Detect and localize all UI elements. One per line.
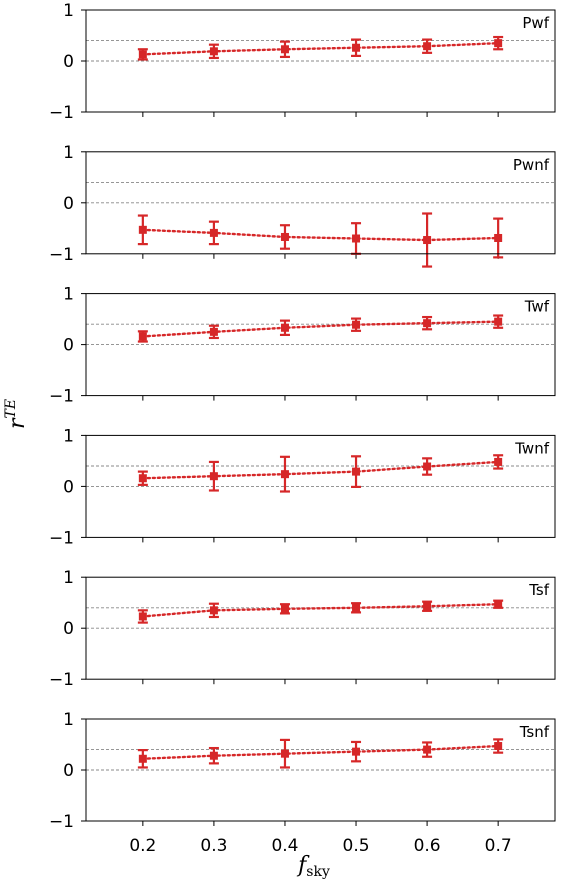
y-tick-label: 0 xyxy=(63,336,74,356)
panel-frame xyxy=(85,576,556,680)
data-point xyxy=(352,43,361,52)
data-point xyxy=(352,320,361,329)
data-point xyxy=(209,228,218,237)
data-point xyxy=(209,751,218,760)
y-tick-label: 0 xyxy=(63,52,74,72)
data-point xyxy=(423,319,432,328)
data-point xyxy=(209,327,218,336)
panel-label: Pwf xyxy=(522,14,549,32)
data-point xyxy=(352,467,361,476)
data-point xyxy=(423,462,432,471)
y-tick-label: −1 xyxy=(49,387,74,407)
y-tick-label: −1 xyxy=(49,812,74,832)
y-tick-label: −1 xyxy=(49,528,74,548)
data-point xyxy=(423,42,432,51)
y-tick-label: 1 xyxy=(63,285,74,305)
data-point xyxy=(138,332,147,341)
x-tick-label: 0.5 xyxy=(343,836,370,856)
data-point xyxy=(138,474,147,483)
panel-tsnf: 1 0 −1 Tsnf xyxy=(49,710,556,832)
panels-group: 1 0 −1 Pwf 1 0 −1 Pwnf 1 0 −1 Twf 1 0 −1 Twnf 1 0 −1 Tsf 1 0 −… xyxy=(49,1,556,832)
y-axis-label: rTE xyxy=(3,399,30,429)
data-point xyxy=(494,457,503,466)
panel-label: Twf xyxy=(524,298,550,316)
data-point xyxy=(138,225,147,234)
panel-pwnf: 1 0 −1 Pwnf xyxy=(49,143,556,268)
x-axis-label: fsky xyxy=(296,853,330,880)
panel-tsf: 1 0 −1 Tsf xyxy=(49,568,556,690)
x-tick-label: 0.6 xyxy=(414,836,441,856)
data-point xyxy=(280,232,289,241)
panel-frame xyxy=(85,434,556,538)
data-point xyxy=(209,606,218,615)
panel-twf: 1 0 −1 Twf xyxy=(49,285,556,407)
data-point xyxy=(280,323,289,332)
data-point xyxy=(138,754,147,763)
data-point xyxy=(209,472,218,481)
series-line xyxy=(141,41,500,56)
panel-frame xyxy=(85,293,556,397)
x-tick-label: 0.7 xyxy=(485,836,512,856)
y-tick-label: −1 xyxy=(49,103,74,123)
panel-frame xyxy=(85,151,556,255)
data-point xyxy=(280,45,289,54)
panel-pwf: 1 0 −1 Pwf xyxy=(49,1,556,123)
series-line xyxy=(141,603,500,618)
data-point xyxy=(423,602,432,611)
data-point xyxy=(494,600,503,609)
y-tick-label: 0 xyxy=(63,761,74,781)
series-line xyxy=(141,228,500,242)
panel-label: Tsf xyxy=(528,581,549,599)
data-point xyxy=(138,50,147,59)
y-tick-label: 1 xyxy=(63,710,74,730)
panel-frame xyxy=(85,718,556,822)
y-tick-label: 0 xyxy=(63,477,74,497)
y-tick-label: 1 xyxy=(63,426,74,446)
panel-frame xyxy=(85,9,556,113)
x-axis-ticks: 0.2 0.3 0.4 0.5 0.6 0.7 xyxy=(129,836,511,856)
y-tick-label: 1 xyxy=(63,568,74,588)
data-point xyxy=(352,234,361,243)
panel-label: Twnf xyxy=(514,439,549,457)
data-point xyxy=(494,742,503,751)
y-tick-label: 1 xyxy=(63,143,74,163)
data-point xyxy=(494,39,503,48)
series-line xyxy=(141,460,500,480)
data-point xyxy=(209,47,218,56)
data-point xyxy=(280,749,289,758)
y-tick-label: 0 xyxy=(63,619,74,639)
y-tick-label: −1 xyxy=(49,670,74,690)
data-point xyxy=(280,470,289,479)
data-point xyxy=(423,236,432,245)
panel-label: Tsnf xyxy=(519,723,550,741)
x-tick-label: 0.3 xyxy=(200,836,227,856)
data-point xyxy=(280,604,289,613)
series-line xyxy=(141,744,500,760)
y-tick-label: 0 xyxy=(63,194,74,214)
series-line xyxy=(141,320,500,338)
panel-twnf: 1 0 −1 Twnf xyxy=(49,426,556,548)
y-tick-label: 1 xyxy=(63,1,74,21)
data-point xyxy=(352,747,361,756)
x-tick-label: 0.2 xyxy=(129,836,156,856)
x-tick-label: 0.4 xyxy=(271,836,298,856)
data-point xyxy=(423,745,432,754)
data-point xyxy=(494,317,503,326)
data-point xyxy=(138,612,147,621)
panel-label: Pwnf xyxy=(513,156,550,174)
data-point xyxy=(494,233,503,242)
y-tick-label: −1 xyxy=(49,245,74,265)
data-point xyxy=(352,603,361,612)
